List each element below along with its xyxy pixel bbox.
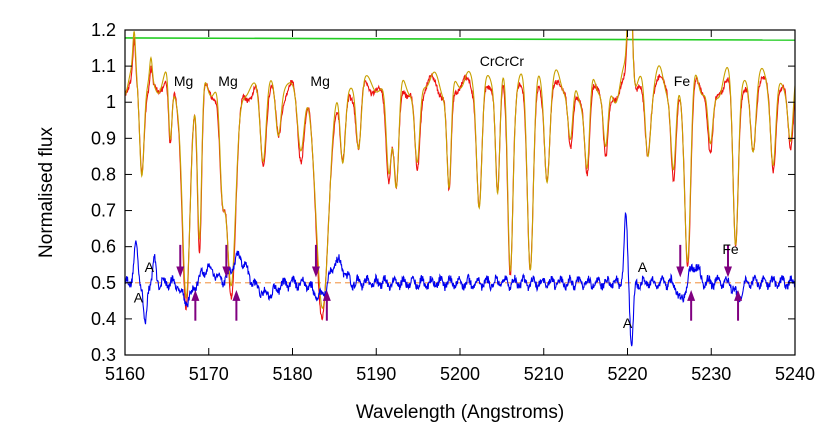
x-tick-label-1: 5170 <box>189 364 229 384</box>
annotation-8: A <box>638 259 648 275</box>
x-tick-label-2: 5180 <box>272 364 312 384</box>
series-residual <box>125 211 795 347</box>
y-axis-title: Normalised flux <box>36 127 57 258</box>
arrow-down-3 <box>676 244 685 278</box>
arrow-down-4 <box>724 244 732 278</box>
y-tick-label-7: 1 <box>106 92 116 112</box>
y-tick-label-6: 0.9 <box>91 128 116 148</box>
annotation-5: Fe <box>722 241 739 257</box>
y-tick-label-3: 0.6 <box>91 237 116 257</box>
arrow-down-0 <box>176 244 185 278</box>
arrow-down-1 <box>222 244 231 278</box>
y-tick-label-9: 1.2 <box>91 20 116 40</box>
x-tick-label-6: 5220 <box>607 364 647 384</box>
annotation-9: A <box>623 315 633 331</box>
y-tick-label-8: 1.1 <box>91 56 116 76</box>
series-model <box>125 30 795 309</box>
arrow-up-4 <box>734 290 743 321</box>
annotation-4: Fe <box>674 73 691 89</box>
arrow-up-3 <box>687 290 696 321</box>
x-tick-label-3: 5190 <box>356 364 396 384</box>
y-tick-label-4: 0.7 <box>91 201 116 221</box>
arrow-up-2 <box>322 290 331 321</box>
arrow-up-0 <box>191 290 200 321</box>
annotation-0: Mg <box>174 73 193 89</box>
annotation-7: A <box>134 290 144 306</box>
y-tick-label-2: 0.5 <box>91 273 116 293</box>
annotation-3: CrCrCr <box>480 53 525 69</box>
x-tick-label-0: 5160 <box>105 364 145 384</box>
x-tick-label-4: 5200 <box>440 364 480 384</box>
axes-layer: 5160 5170 5180 5190 5200 5210 5220 5230 5240 0.3 0… <box>91 20 815 384</box>
annotation-6: A <box>145 259 155 275</box>
arrow-down-2 <box>311 244 320 278</box>
x-axis-title: Wavelength (Angstroms) <box>356 402 564 423</box>
x-tick-label-7: 5230 <box>691 364 731 384</box>
top-reference-line <box>125 37 795 41</box>
y-tick-label-1: 0.4 <box>91 309 116 329</box>
y-tick-label-0: 0.3 <box>91 345 116 365</box>
x-tick-label-8: 5240 <box>775 364 815 384</box>
y-tick-label-5: 0.8 <box>91 164 116 184</box>
arrow-up-1 <box>232 290 241 321</box>
annotation-1: Mg <box>218 73 237 89</box>
annotation-2: Mg <box>310 73 329 89</box>
x-tick-label-5: 5210 <box>524 364 564 384</box>
